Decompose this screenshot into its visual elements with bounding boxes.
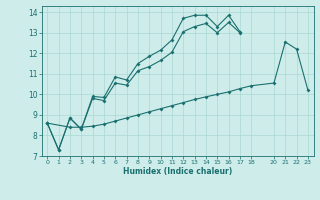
X-axis label: Humidex (Indice chaleur): Humidex (Indice chaleur) bbox=[123, 167, 232, 176]
